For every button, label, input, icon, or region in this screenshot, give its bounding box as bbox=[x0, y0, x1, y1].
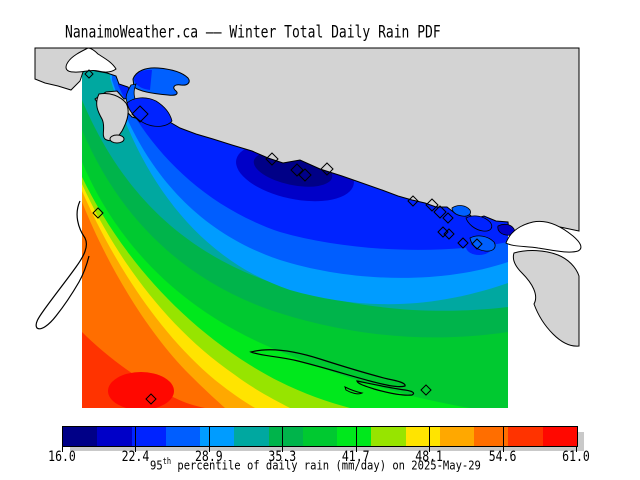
station-diamond bbox=[131, 105, 149, 123]
island-outline bbox=[344, 386, 364, 395]
colorbar-tick-label: 16.0 bbox=[48, 448, 76, 465]
colorbar-tick-label: 61.0 bbox=[562, 448, 590, 465]
bay-water bbox=[465, 215, 493, 232]
harbour-water bbox=[126, 97, 173, 127]
caption-superscript: th bbox=[162, 457, 172, 467]
colorbar-tick bbox=[208, 446, 210, 452]
colorbar-tick-label: 48.1 bbox=[415, 448, 443, 465]
colorbar-tick-label: 54.6 bbox=[488, 448, 517, 465]
islet-land bbox=[109, 134, 125, 144]
island-outline bbox=[356, 380, 415, 396]
island-coastline bbox=[35, 200, 90, 330]
station-diamond bbox=[433, 205, 447, 219]
station-diamond bbox=[265, 152, 279, 166]
station-diamond bbox=[437, 226, 449, 238]
station-diamond bbox=[320, 162, 334, 176]
coast-land-southeast bbox=[512, 250, 580, 347]
colorbar-divider bbox=[502, 427, 504, 446]
colorbar-segment bbox=[268, 427, 303, 446]
station-diamond bbox=[298, 168, 312, 182]
page-title: NanaimoWeather.ca —— Winter Total Daily … bbox=[65, 23, 441, 43]
colorbar-segment bbox=[97, 427, 132, 446]
colorbar-tick bbox=[502, 446, 504, 452]
station-markers bbox=[84, 69, 483, 405]
colorbar bbox=[62, 426, 578, 447]
station-diamond bbox=[457, 237, 469, 249]
colorbar-tick bbox=[282, 446, 284, 452]
station-diamond bbox=[407, 195, 419, 207]
colorbar-segment bbox=[371, 427, 406, 446]
station-diamond bbox=[471, 238, 483, 250]
colorbar-tick bbox=[135, 446, 137, 452]
colorbar-segment bbox=[542, 427, 577, 446]
station-diamond bbox=[443, 228, 455, 240]
colorbar-segment bbox=[474, 427, 509, 446]
lake-water-dark bbox=[134, 69, 152, 90]
island-white bbox=[505, 220, 582, 253]
colorbar-segment bbox=[302, 427, 338, 446]
colorbar-segment bbox=[439, 427, 475, 446]
colorbar-tick-label: 22.4 bbox=[121, 448, 150, 465]
colorbar-segment bbox=[63, 427, 98, 446]
station-diamond bbox=[420, 384, 432, 396]
colorbar-segment bbox=[131, 427, 166, 446]
colorbar-tick bbox=[576, 446, 577, 452]
station-diamond bbox=[290, 163, 304, 177]
colorbar-caption: 95th percentile of daily rain (mm/day) o… bbox=[150, 457, 490, 473]
colorbar-divider bbox=[429, 427, 431, 446]
station-diamond bbox=[442, 212, 454, 224]
colorbar-tick bbox=[429, 446, 431, 452]
colorbar-segment bbox=[165, 427, 201, 446]
colorbar-tick-label: 35.3 bbox=[268, 448, 297, 465]
station-diamond bbox=[92, 207, 104, 219]
colorbar-segment bbox=[234, 427, 269, 446]
colorbar-divider bbox=[355, 427, 357, 446]
bay-water bbox=[451, 205, 471, 217]
caption-prefix: 95 bbox=[150, 458, 163, 474]
colorbar-tick bbox=[62, 446, 63, 452]
station-diamond bbox=[84, 69, 94, 79]
colorbar-divider bbox=[208, 427, 210, 446]
station-diamond bbox=[145, 393, 157, 405]
colorbar-divider bbox=[135, 427, 137, 446]
colorbar-segment bbox=[508, 427, 543, 446]
inlet-water bbox=[65, 47, 117, 73]
colorbar-tick-label: 41.7 bbox=[341, 448, 370, 465]
island-outline bbox=[249, 349, 406, 388]
colorbar-segment bbox=[200, 427, 235, 446]
colorbar-segment bbox=[405, 427, 440, 446]
colorbar-divider bbox=[282, 427, 284, 446]
colorbar-segment bbox=[337, 427, 372, 446]
colorbar-tick-label: 28.9 bbox=[194, 448, 223, 465]
caption-rest: percentile of daily rain (mm/day) on 202… bbox=[171, 458, 481, 474]
colorbar-tick bbox=[355, 446, 357, 452]
station-diamond bbox=[425, 198, 439, 212]
